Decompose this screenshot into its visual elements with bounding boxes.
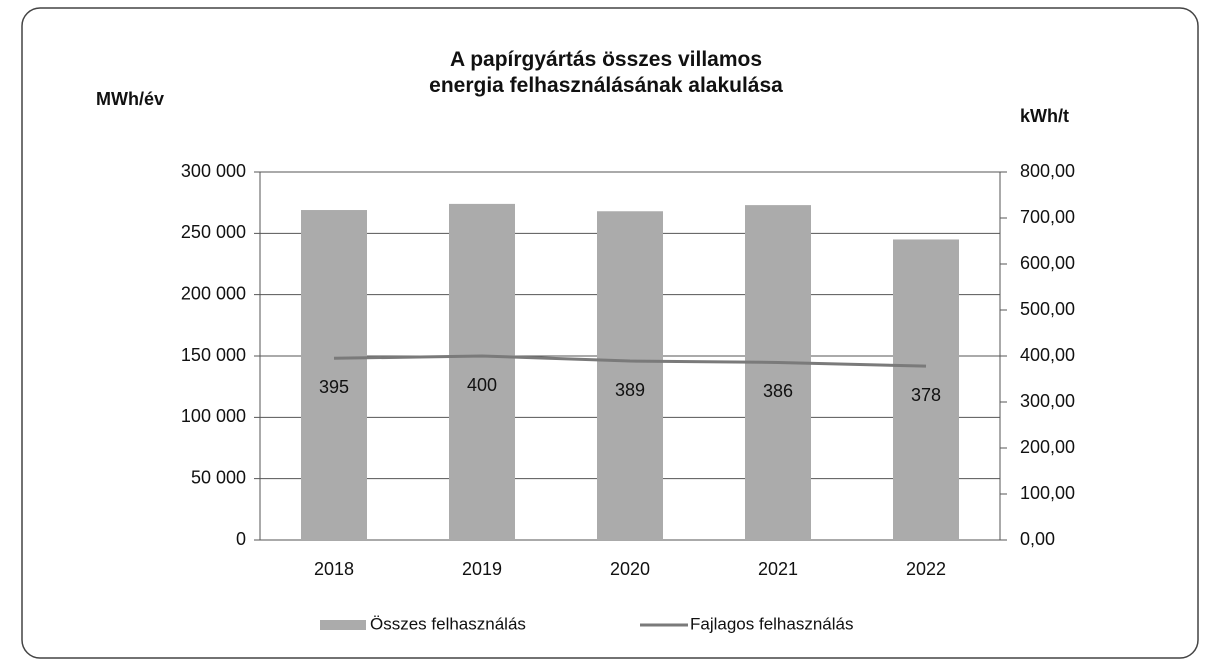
x-tick-label: 2021 <box>758 559 798 579</box>
bar <box>597 211 663 540</box>
legend-swatch <box>320 620 366 630</box>
bar <box>745 205 811 540</box>
y-axis-label: MWh/év <box>96 89 164 109</box>
line <box>333 354 927 368</box>
x-tick-label: 2022 <box>906 559 946 579</box>
y-tick-label: 100 000 <box>181 406 246 426</box>
data-label: 400 <box>467 375 497 395</box>
y2-tick-label: 0,00 <box>1020 529 1055 549</box>
bar <box>893 239 959 540</box>
data-label: 389 <box>615 380 645 400</box>
y2-axis-label: kWh/t <box>1020 106 1069 126</box>
y-tick-label: 0 <box>236 529 246 549</box>
x-tick-label: 2020 <box>610 559 650 579</box>
chart-title: A papírgyártás összes villamos energia fe… <box>429 48 783 97</box>
data-label: 395 <box>319 377 349 397</box>
y2-tick-label: 300,00 <box>1020 391 1075 411</box>
y2-tick-label: 700,00 <box>1020 207 1075 227</box>
x-tick-label: 2019 <box>462 559 502 579</box>
data-label: 378 <box>911 385 941 405</box>
y2-tick-label: 100,00 <box>1020 483 1075 503</box>
y2-tick-label: 200,00 <box>1020 437 1075 457</box>
y2-tick-label: 500,00 <box>1020 299 1075 319</box>
y-tick-label: 300 000 <box>181 161 246 181</box>
bar <box>449 203 515 541</box>
legend-label: Fajlagos felhasználás <box>690 614 853 633</box>
y-tick-label: 50 000 <box>191 467 246 487</box>
x-tick-label: 2018 <box>314 559 354 579</box>
y-tick-label: 200 000 <box>181 283 246 303</box>
y2-tick-label: 400,00 <box>1020 345 1075 365</box>
bar <box>301 210 367 540</box>
y-tick-label: 250 000 <box>181 222 246 242</box>
y2-tick-label: 600,00 <box>1020 253 1075 273</box>
y2-tick-label: 800,00 <box>1020 161 1075 181</box>
data-label: 386 <box>763 381 793 401</box>
y-tick-label: 150 000 <box>181 345 246 365</box>
legend-label: Összes felhasználás <box>370 614 526 633</box>
